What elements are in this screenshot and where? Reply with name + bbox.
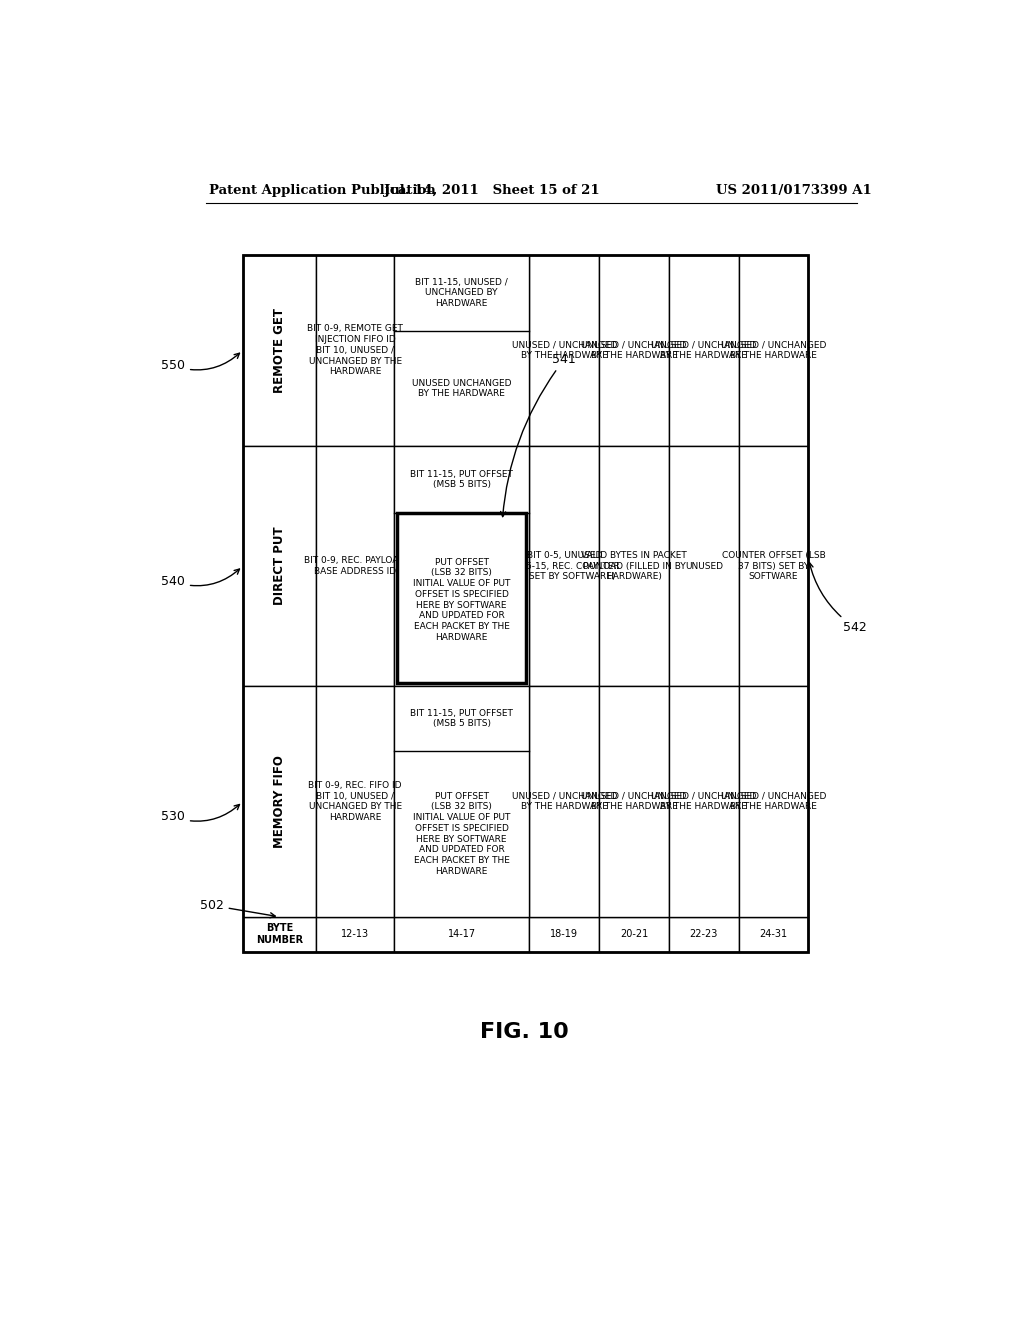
Text: BIT 0-9, REC. PAYLOAD
BASE ADDRESS ID: BIT 0-9, REC. PAYLOAD BASE ADDRESS ID (304, 556, 406, 576)
Bar (738, 917, 809, 952)
Text: 20-21: 20-21 (620, 929, 648, 939)
Bar (243, 255, 316, 446)
Bar (738, 686, 809, 917)
Text: BIT 11-15, PUT OFFSET
(MSB 5 BITS): BIT 11-15, PUT OFFSET (MSB 5 BITS) (411, 709, 513, 729)
Bar (394, 686, 529, 917)
Text: Jul. 14, 2011   Sheet 15 of 21: Jul. 14, 2011 Sheet 15 of 21 (384, 185, 600, 197)
Text: US 2011/0173399 A1: US 2011/0173399 A1 (716, 185, 872, 197)
Bar (316, 255, 394, 446)
Bar (669, 686, 738, 917)
Bar (243, 255, 809, 952)
Text: PUT OFFSET
(LSB 32 BITS)
INITIAL VALUE OF PUT
OFFSET IS SPECIFIED
HERE BY SOFTWA: PUT OFFSET (LSB 32 BITS) INITIAL VALUE O… (413, 557, 510, 642)
Text: COUNTER OFFSET (LSB
37 BITS) SET BY
SOFTWARE: COUNTER OFFSET (LSB 37 BITS) SET BY SOFT… (722, 550, 825, 581)
Bar (738, 446, 809, 686)
Text: 540: 540 (161, 569, 240, 587)
Text: BIT 0-9, REMOTE GET
INJECTION FIFO ID
BIT 10, UNUSED /
UNCHANGED BY THE
HARDWARE: BIT 0-9, REMOTE GET INJECTION FIFO ID BI… (307, 325, 403, 376)
Text: UNUSED / UNCHANGED
BY THE HARDWARE: UNUSED / UNCHANGED BY THE HARDWARE (651, 792, 757, 812)
Text: UNUSED / UNCHANGED
BY THE HARDWARE: UNUSED / UNCHANGED BY THE HARDWARE (582, 792, 687, 812)
Bar (529, 446, 599, 686)
Bar (394, 255, 529, 446)
Text: Patent Application Publication: Patent Application Publication (209, 185, 436, 197)
Text: REMOTE GET: REMOTE GET (273, 308, 286, 393)
Bar (738, 255, 809, 446)
Bar (394, 917, 529, 952)
Text: 22-23: 22-23 (689, 929, 718, 939)
Text: FIG. 10: FIG. 10 (480, 1023, 569, 1043)
Text: UNUSED / UNCHANGED
BY THE HARDWARE: UNUSED / UNCHANGED BY THE HARDWARE (721, 792, 826, 812)
Text: BIT 11-15, UNUSED /
UNCHANGED BY
HARDWARE: BIT 11-15, UNUSED / UNCHANGED BY HARDWAR… (416, 277, 508, 308)
Text: UNUSED / UNCHANGED
BY THE HARDWARE: UNUSED / UNCHANGED BY THE HARDWARE (512, 341, 617, 360)
Text: PUT OFFSET
(LSB 32 BITS)
INITIAL VALUE OF PUT
OFFSET IS SPECIFIED
HERE BY SOFTWA: PUT OFFSET (LSB 32 BITS) INITIAL VALUE O… (413, 792, 510, 876)
Text: 541: 541 (501, 352, 577, 516)
Text: 502: 502 (200, 899, 275, 917)
Bar (599, 446, 669, 686)
Bar (599, 917, 669, 952)
Text: UNUSED: UNUSED (685, 561, 723, 570)
Bar (316, 686, 394, 917)
Text: UNUSED / UNCHANGED
BY THE HARDWARE: UNUSED / UNCHANGED BY THE HARDWARE (651, 341, 757, 360)
Text: 24-31: 24-31 (760, 929, 787, 939)
Text: BIT 0-5, UNUSED
BIT 6-15, REC. COUNTER
ID (SET BY SOFTWARE): BIT 0-5, UNUSED BIT 6-15, REC. COUNTER I… (509, 550, 620, 581)
Bar (316, 446, 394, 686)
Bar (394, 446, 529, 686)
Text: 530: 530 (161, 804, 240, 824)
Text: 14-17: 14-17 (447, 929, 476, 939)
Text: BYTE
NUMBER: BYTE NUMBER (256, 924, 303, 945)
Text: UNUSED UNCHANGED
BY THE HARDWARE: UNUSED UNCHANGED BY THE HARDWARE (412, 379, 511, 399)
Text: DIRECT PUT: DIRECT PUT (273, 527, 286, 606)
Text: MEMORY FIFO: MEMORY FIFO (273, 755, 286, 847)
Bar (243, 686, 316, 917)
Bar (397, 513, 526, 684)
Text: UNUSED / UNCHANGED
BY THE HARDWARE: UNUSED / UNCHANGED BY THE HARDWARE (512, 792, 617, 812)
Text: 12-13: 12-13 (341, 929, 369, 939)
Text: 18-19: 18-19 (550, 929, 579, 939)
Bar (243, 446, 316, 686)
Text: BIT 11-15, PUT OFFSET
(MSB 5 BITS): BIT 11-15, PUT OFFSET (MSB 5 BITS) (411, 470, 513, 490)
Bar (529, 686, 599, 917)
Bar (599, 255, 669, 446)
Bar (599, 686, 669, 917)
Text: UNUSED / UNCHANGED
BY THE HARDWARE: UNUSED / UNCHANGED BY THE HARDWARE (721, 341, 826, 360)
Bar (529, 255, 599, 446)
Text: UNUSED / UNCHANGED
BY THE HARDWARE: UNUSED / UNCHANGED BY THE HARDWARE (582, 341, 687, 360)
Text: 550: 550 (161, 354, 240, 372)
Bar (243, 917, 316, 952)
Text: 542: 542 (808, 562, 867, 634)
Text: BIT 0-9, REC. FIFO ID
BIT 10, UNUSED /
UNCHANGED BY THE
HARDWARE: BIT 0-9, REC. FIFO ID BIT 10, UNUSED / U… (308, 781, 401, 822)
Bar (669, 917, 738, 952)
Text: VALID BYTES IN PACKET
PAYLOAD (FILLED IN BY
HARDWARE): VALID BYTES IN PACKET PAYLOAD (FILLED IN… (582, 550, 687, 581)
Bar (669, 255, 738, 446)
Bar (529, 917, 599, 952)
Bar (316, 917, 394, 952)
Bar (669, 446, 738, 686)
